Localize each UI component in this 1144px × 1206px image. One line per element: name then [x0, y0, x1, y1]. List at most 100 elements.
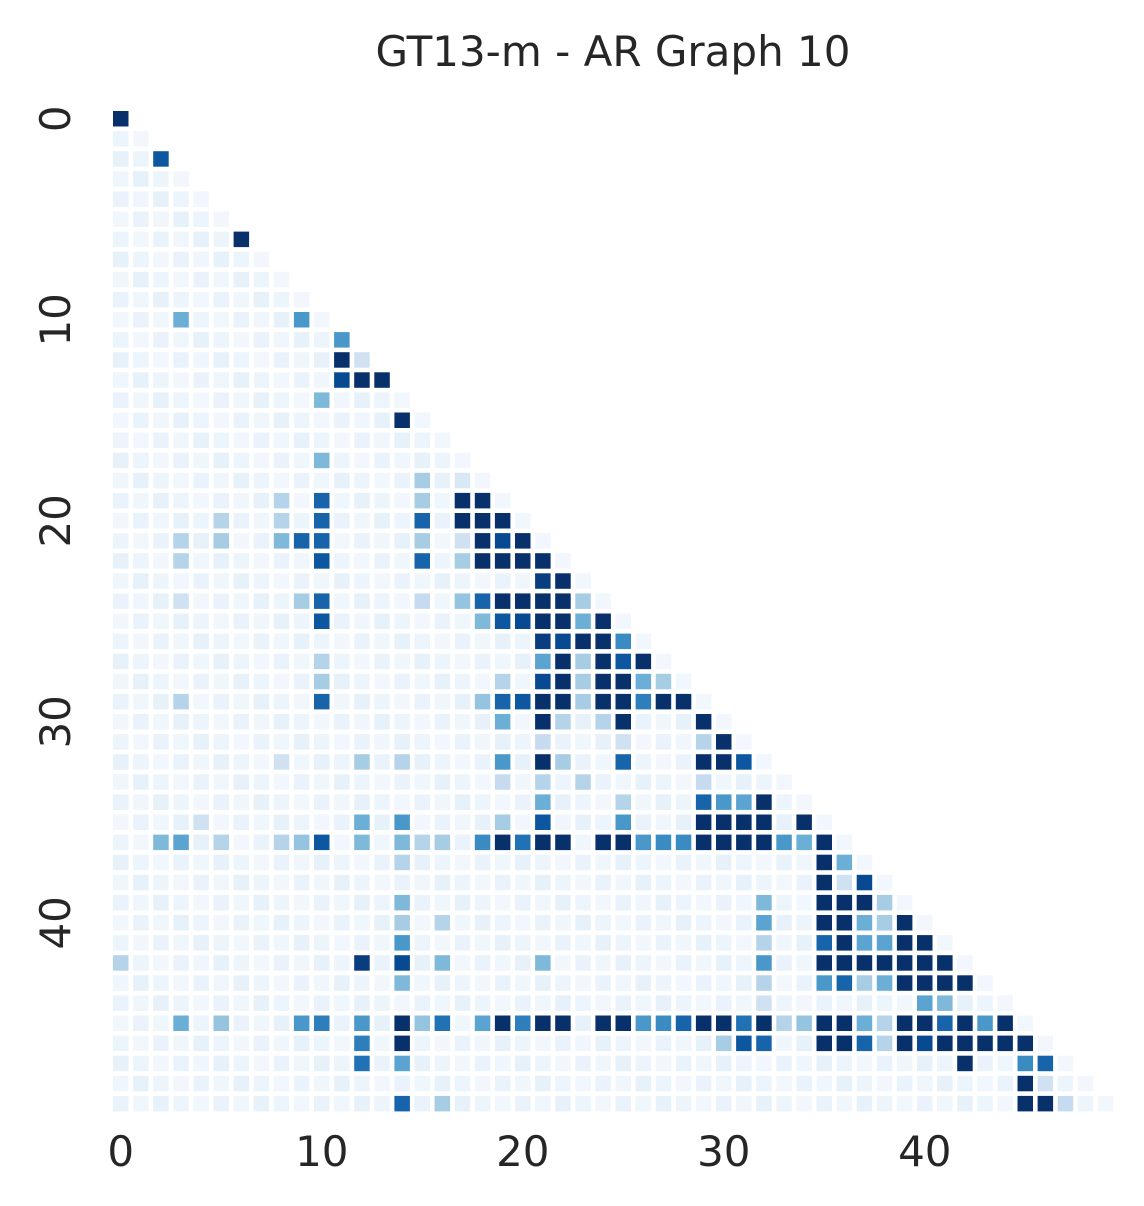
heatmap-cell [354, 513, 370, 529]
heatmap-cell [474, 754, 491, 770]
heatmap-cell [434, 1095, 451, 1112]
heatmap-cell [535, 754, 551, 770]
heatmap-cell [414, 1055, 430, 1072]
heatmap-cell [474, 553, 491, 569]
heatmap-cell [133, 553, 149, 569]
heatmap-cell [233, 271, 250, 288]
heatmap-cell [293, 995, 310, 1011]
heatmap-cell [494, 492, 511, 509]
heatmap-cell [655, 693, 672, 710]
heatmap-cell [695, 774, 712, 790]
heatmap-cell [434, 1015, 451, 1031]
heatmap-cell [736, 995, 752, 1011]
heatmap-cell [515, 1055, 531, 1072]
heatmap-cell [796, 894, 812, 911]
heatmap-cell [394, 975, 410, 991]
heatmap-cell [454, 533, 471, 549]
heatmap-cell [655, 854, 672, 871]
heatmap-cell [113, 553, 129, 569]
heatmap-cell [635, 1095, 652, 1112]
heatmap-cell [273, 352, 290, 368]
heatmap-cell [133, 171, 149, 187]
heatmap-cell [173, 231, 189, 248]
heatmap-cell [595, 754, 611, 770]
heatmap-cell [173, 894, 189, 911]
heatmap-cell [293, 1055, 310, 1072]
heatmap-cell [474, 1055, 491, 1072]
heatmap-cell [253, 452, 270, 469]
heatmap-cell [776, 1035, 792, 1052]
heatmap-cell [233, 894, 250, 911]
heatmap-cell [374, 653, 390, 670]
heatmap-cell [374, 854, 390, 871]
heatmap-cell [675, 734, 692, 750]
heatmap-cell [756, 915, 772, 931]
heatmap-cell [394, 834, 410, 851]
heatmap-cell [153, 593, 169, 609]
heatmap-cell [394, 573, 410, 589]
heatmap-cell [133, 573, 149, 589]
heatmap-cell [575, 633, 591, 650]
heatmap-cell [635, 1075, 652, 1092]
heatmap-cell [314, 513, 330, 529]
heatmap-cell [575, 1075, 591, 1092]
heatmap-cell [173, 854, 189, 871]
heatmap-cell [334, 1055, 350, 1072]
heatmap-cell [816, 1015, 832, 1031]
heatmap-cell [997, 995, 1013, 1011]
heatmap-cell [113, 332, 129, 348]
heatmap-cell [776, 814, 792, 830]
heatmap-cell [213, 633, 229, 650]
heatmap-cell [314, 312, 330, 328]
heatmap-cell [253, 312, 270, 328]
heatmap-cell [695, 1095, 712, 1112]
heatmap-cell [354, 935, 370, 951]
heatmap-cell [113, 513, 129, 529]
heatmap-cell [957, 1095, 973, 1112]
heatmap-cell [414, 1075, 430, 1092]
heatmap-cell [535, 714, 551, 730]
heatmap-cell [776, 935, 792, 951]
heatmap-cell [575, 874, 591, 891]
heatmap-cell [555, 1015, 571, 1031]
heatmap-cell [937, 1075, 953, 1092]
heatmap-cell [515, 734, 531, 750]
heatmap-cell [113, 291, 129, 308]
heatmap-cell [374, 1055, 390, 1072]
heatmap-cell [977, 1035, 993, 1052]
heatmap-cell [113, 472, 129, 489]
heatmap-cell [293, 714, 310, 730]
heatmap-cell [253, 814, 270, 830]
heatmap-cell [293, 874, 310, 891]
heatmap-cell [113, 935, 129, 951]
heatmap-cell [314, 492, 330, 509]
heatmap-cell [434, 593, 451, 609]
heatmap-cell [334, 1095, 350, 1112]
heatmap-cell [173, 995, 189, 1011]
heatmap-cell [535, 834, 551, 851]
heatmap-cell [193, 734, 209, 750]
heatmap-cell [414, 955, 430, 971]
heatmap-cell [454, 834, 471, 851]
heatmap-cell [233, 874, 250, 891]
heatmap-cell [876, 975, 893, 991]
heatmap-cell [635, 1055, 652, 1072]
heatmap-cell [253, 271, 270, 288]
heatmap-cell [535, 915, 551, 931]
heatmap-cell [213, 995, 229, 1011]
heatmap-cell [273, 774, 290, 790]
heatmap-cell [635, 774, 652, 790]
heatmap-cell [153, 714, 169, 730]
heatmap-cell [233, 472, 250, 489]
heatmap-cell [193, 271, 209, 288]
heatmap-cell [796, 794, 812, 810]
heatmap-cell [193, 814, 209, 830]
heatmap-cell [253, 915, 270, 931]
heatmap-cell [474, 533, 491, 549]
heatmap-cell [133, 492, 149, 509]
heatmap-cell [113, 593, 129, 609]
heatmap-cell [474, 814, 491, 830]
heatmap-cell [716, 995, 732, 1011]
heatmap-cell [193, 573, 209, 589]
